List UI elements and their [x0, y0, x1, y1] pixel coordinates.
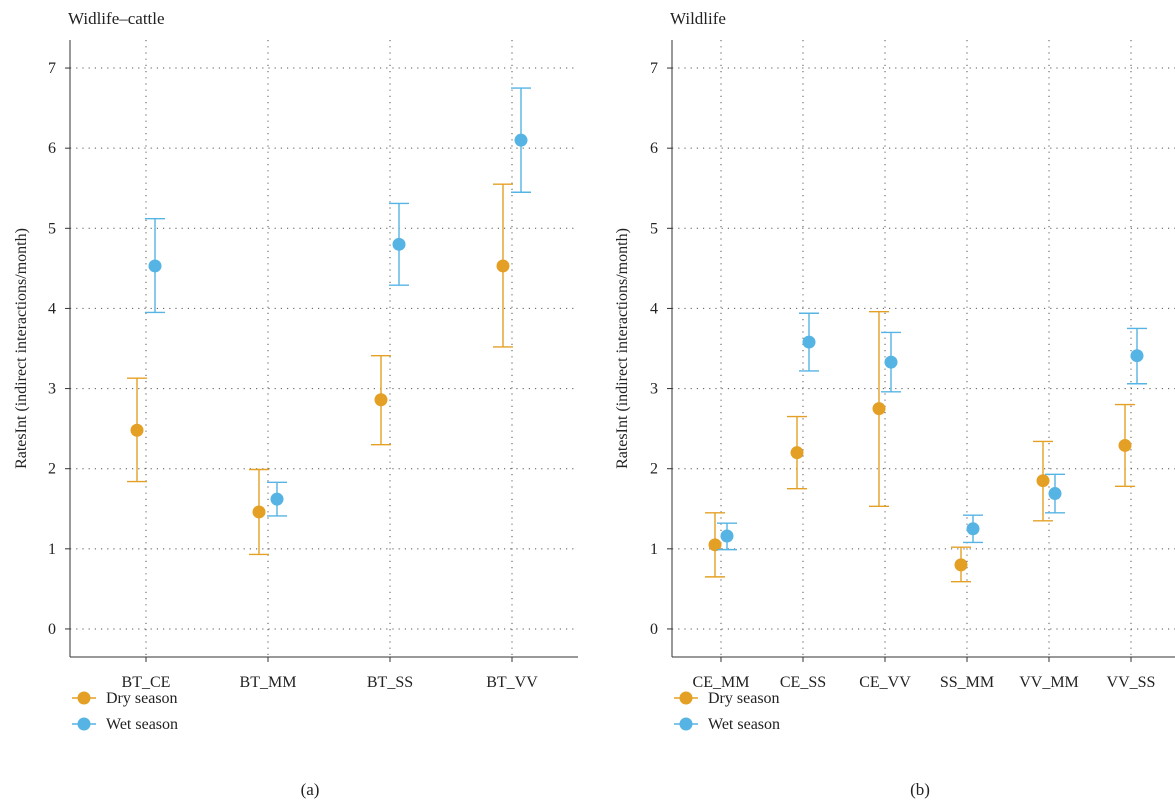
data-point: [374, 393, 388, 407]
legend-item-wet: Wet season: [72, 716, 178, 733]
y-tick-label: 6: [48, 140, 56, 157]
data-point: [1118, 438, 1132, 452]
chart-panel-2: Wildlife 0 1 2 3 4 5 6 7 CE_MM CE_SS CE_VV SS_MM VV_M…: [614, 9, 1175, 799]
y-tick-label: 7: [48, 60, 56, 77]
legend-marker: [77, 691, 91, 705]
legend-label: Wet season: [106, 716, 178, 733]
series-wet: [717, 312, 1147, 551]
series-dry: [705, 310, 1135, 583]
y-tick-label: 1: [650, 541, 658, 558]
x-tick-label: SS_MM: [940, 674, 994, 691]
data-point: [954, 558, 968, 572]
data-point: [252, 505, 266, 519]
data-point: [872, 402, 886, 416]
x-tick-label: VV_MM: [1019, 674, 1079, 691]
legend-label: Dry season: [106, 690, 178, 707]
y-tick-label: 4: [48, 300, 56, 317]
x-tick-label: BT_CE: [122, 674, 171, 691]
x-tick-label: VV_SS: [1107, 674, 1156, 691]
data-point: [148, 259, 162, 273]
data-point: [1048, 487, 1062, 501]
panel-label: (a): [301, 780, 320, 799]
legend-marker: [77, 717, 91, 731]
x-tick-label: CE_SS: [780, 674, 826, 691]
y-tick-label: 3: [650, 381, 658, 398]
data-point: [270, 492, 284, 506]
chart-panel-1: Widlife–cattle 0 1 2 3 4 5 6 7 BT_CE BT_MM BT_SS BT_…: [13, 9, 578, 799]
data-point: [708, 538, 722, 552]
data-point: [130, 423, 144, 437]
x-tick-label: BT_VV: [486, 674, 538, 691]
y-tick-label: 0: [650, 621, 658, 638]
x-tick-label: BT_SS: [367, 674, 413, 691]
y-tick-label: 6: [650, 140, 658, 157]
x-tick-label: CE_MM: [693, 674, 750, 691]
y-tick-label: 1: [48, 541, 56, 558]
y-tick-label: 4: [650, 300, 658, 317]
legend-label: Wet season: [708, 716, 780, 733]
x-tick-label: CE_VV: [859, 674, 911, 691]
data-point: [496, 259, 510, 273]
legend-item-dry: Dry season: [674, 690, 780, 707]
y-tick-label: 0: [48, 621, 56, 638]
series-wet: [145, 87, 531, 517]
data-point: [790, 446, 804, 460]
data-point: [1130, 349, 1144, 363]
legend-item-dry: Dry season: [72, 690, 178, 707]
legend-item-wet: Wet season: [674, 716, 780, 733]
data-point: [720, 529, 734, 543]
y-axis-label: RatesInt (indirect interactions/month): [614, 228, 631, 469]
y-tick-label: 2: [650, 461, 658, 478]
y-tick-label: 2: [48, 461, 56, 478]
y-tick-label: 3: [48, 381, 56, 398]
series-dry: [127, 183, 513, 556]
x-tick-label: BT_MM: [240, 674, 297, 691]
data-point: [966, 522, 980, 536]
y-tick-label: 5: [650, 220, 658, 237]
legend-marker: [679, 717, 693, 731]
panel-label: (b): [910, 780, 930, 799]
data-point: [1036, 474, 1050, 488]
data-point: [514, 133, 528, 147]
y-tick-label: 5: [48, 220, 56, 237]
chart-title: Wildlife: [670, 9, 726, 28]
y-tick-label: 7: [650, 60, 658, 77]
legend-marker: [679, 691, 693, 705]
y-axis-label: RatesInt (indirect interactions/month): [13, 228, 30, 469]
chart-title: Widlife–cattle: [68, 9, 165, 28]
data-point: [884, 355, 898, 369]
legend-label: Dry season: [708, 690, 780, 707]
data-point: [802, 335, 816, 349]
data-point: [392, 237, 406, 251]
